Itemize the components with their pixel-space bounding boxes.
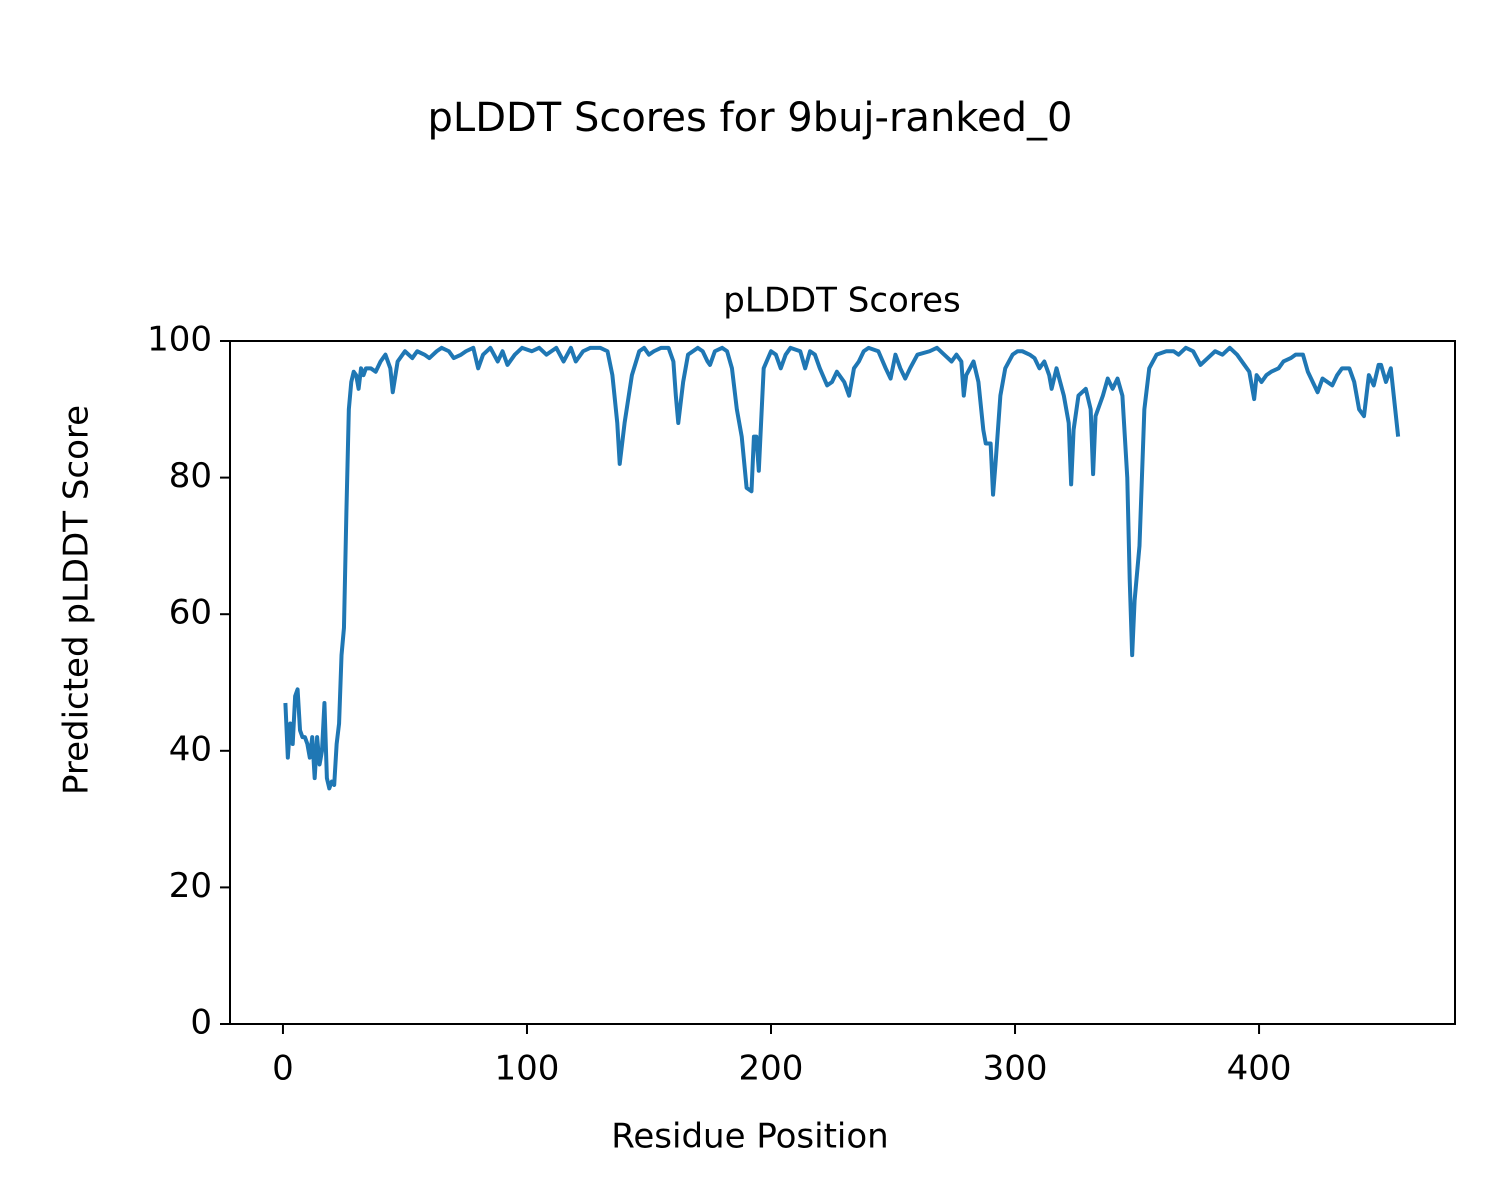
- y-tick-label: 80: [169, 456, 212, 496]
- x-tick-label: 100: [495, 1049, 560, 1089]
- y-tick-label: 60: [169, 593, 212, 633]
- figure-title: pLDDT Scores for 9buj-ranked_0: [428, 95, 1073, 141]
- x-tick-label: 0: [272, 1049, 294, 1089]
- y-tick-label: 40: [169, 729, 212, 769]
- line-series: [283, 345, 1401, 791]
- y-tick-label: 0: [190, 1003, 212, 1043]
- plot-frame: [229, 340, 1456, 1025]
- x-tick-label: 400: [1227, 1049, 1292, 1089]
- y-axis-label: Predicted pLDDT Score: [57, 405, 97, 795]
- y-tick-label: 20: [169, 866, 212, 906]
- x-axis-label: Residue Position: [611, 1117, 888, 1157]
- axes-title: pLDDT Scores: [723, 281, 960, 321]
- y-tick-label: 100: [147, 320, 212, 360]
- x-tick-label: 300: [983, 1049, 1048, 1089]
- x-tick-label: 200: [739, 1049, 804, 1089]
